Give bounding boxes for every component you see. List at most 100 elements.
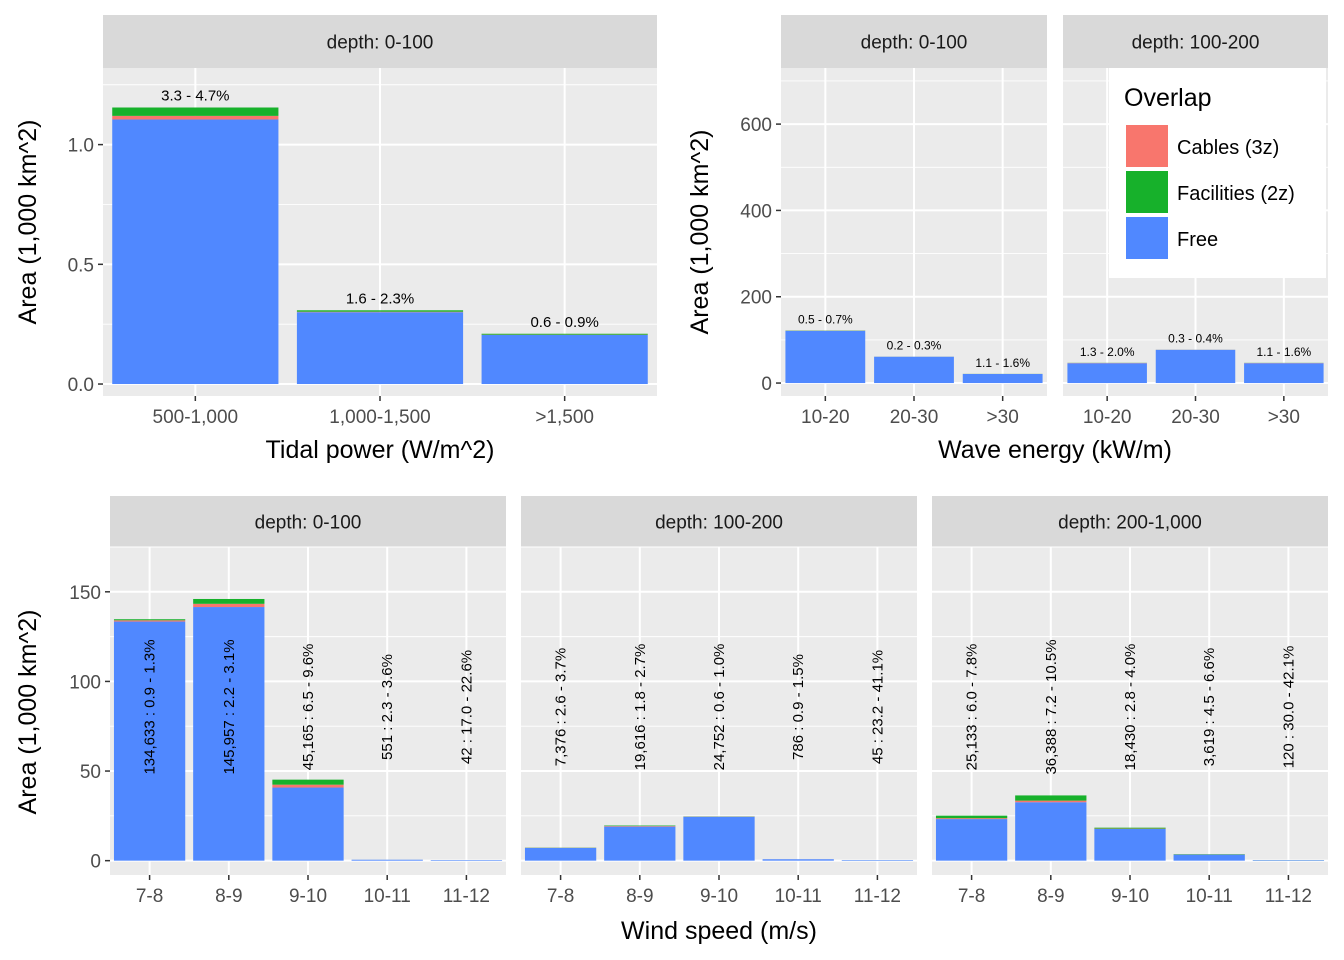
wave-ylabel: Area (1,000 km^2) — [686, 130, 714, 335]
x-tick-label: 9-10 — [1111, 886, 1149, 907]
x-tick-label: 10-11 — [775, 886, 822, 907]
x-tick-label: 20-30 — [1171, 407, 1220, 428]
y-tick-label: 1.0 — [68, 136, 94, 157]
x-tick-label: 11-12 — [854, 886, 901, 907]
tidal-xlabel: Tidal power (W/m^2) — [266, 436, 495, 464]
y-tick-label: 600 — [740, 115, 772, 136]
bar-free-9-10 — [683, 816, 755, 861]
y-tick-label: 0 — [90, 852, 101, 873]
bar-free-7-8 — [113, 621, 186, 861]
bar-facilities-7-8 — [935, 815, 1008, 819]
bar-label-20-30: 0.2 - 0.3% — [887, 339, 942, 353]
x-tick-label: 10-11 — [364, 886, 411, 907]
wind-ylabel: Area (1,000 km^2) — [14, 610, 42, 815]
strip-label: depth: 0-100 — [327, 33, 434, 54]
bar-label-11-12: 120 : 30.0 - 42.1% — [1280, 646, 1297, 769]
bar-facilities-8-9 — [193, 598, 265, 604]
strip-label: depth: 100-200 — [655, 513, 783, 534]
x-tick-label: 1,000-1,500 — [329, 407, 430, 428]
bar-free-7-8 — [524, 847, 597, 861]
strip-label: depth: 200-1,000 — [1058, 513, 1202, 534]
bar-free-20-30 — [874, 356, 954, 384]
strip-depth-200-1-000 — [932, 496, 1328, 547]
bar-cables-8-9 — [1015, 800, 1087, 803]
bar-cables-8-9 — [193, 603, 265, 608]
legend-swatch-cables — [1126, 125, 1168, 167]
bar-free-10-11 — [762, 859, 834, 861]
bar-free-500-1-000 — [112, 119, 279, 385]
wind-panel-depth-0-100: depth: 0-100 0 50 100 150 7-8 8-9 9-10 10-11 11-1… — [69, 496, 506, 907]
x-tick-label: 7-8 — [136, 886, 163, 907]
wind-xlabel: Wind speed (m/s) — [621, 917, 817, 945]
bar-cables-9-10 — [272, 784, 344, 788]
strip-depth-100-200 — [521, 496, 917, 547]
y-tick-label: 150 — [69, 583, 101, 604]
bar-free-10-11 — [351, 859, 423, 861]
tidal-ylabel: Area (1,000 km^2) — [14, 120, 42, 325]
y-tick-label: 0.5 — [68, 255, 94, 276]
bar-label-30: 1.1 - 1.6% — [1256, 345, 1311, 359]
wind-chart: Area (1,000 km^2) Wind speed (m/s) depth… — [14, 496, 1328, 945]
bar-label-8-9: 19,616 : 1.8 - 2.7% — [632, 644, 649, 771]
legend-title: Overlap — [1124, 84, 1212, 112]
bar-free-10-20 — [1067, 363, 1147, 384]
strip-label: depth: 100-200 — [1132, 33, 1260, 54]
x-tick-label: 10-11 — [1186, 886, 1233, 907]
x-tick-label: 11-12 — [443, 886, 490, 907]
bar-cables-500-1-000 — [112, 115, 279, 120]
bar-facilities-9-10 — [1094, 827, 1166, 829]
legend-swatch-facilities — [1126, 171, 1168, 213]
bar-label-10-11: 3,619 : 4.5 - 6.6% — [1201, 648, 1218, 766]
legend-label-cables: Cables (3z) — [1177, 137, 1279, 159]
bar-cables-7-8 — [113, 620, 186, 622]
bar-facilities-500-1-000 — [112, 107, 279, 116]
bar-label-10-11: 786 : 0.9 - 1.5% — [790, 654, 807, 760]
bar-label-11-12: 45 : 23.2 - 41.1% — [869, 650, 886, 764]
bar-label-1-000-1-500: 1.6 - 2.3% — [346, 290, 414, 307]
tidal-panel-depth-0-100: depth: 0-100 0.0 0.5 1.0 500-1,000 1,000-1,50… — [68, 15, 657, 428]
y-tick-label: 50 — [80, 762, 101, 783]
y-tick-label: 200 — [740, 288, 772, 309]
x-tick-label: >30 — [987, 407, 1019, 428]
bar-label-8-9: 145,957 : 2.2 - 3.1% — [221, 639, 238, 774]
bar-free-30 — [962, 373, 1043, 384]
bar-facilities-8-9 — [604, 825, 676, 827]
strip-label: depth: 0-100 — [255, 513, 362, 534]
bar-label-8-9: 36,388 : 7.2 - 10.5% — [1043, 639, 1060, 774]
x-tick-label: 20-30 — [890, 407, 939, 428]
bar-free-8-9 — [604, 826, 676, 861]
bar-label-500-1-000: 3.3 - 4.7% — [161, 88, 229, 105]
bar-facilities-1-000-1-500 — [296, 310, 464, 312]
x-tick-label: 8-9 — [1037, 886, 1064, 907]
bar-free-10-20 — [785, 330, 866, 384]
bar-label-7-8: 7,376 : 2.6 - 3.7% — [553, 648, 570, 766]
bar-free-30 — [1244, 363, 1324, 384]
strip-depth-0-100 — [110, 496, 506, 547]
strip-depth-100-200 — [1063, 15, 1328, 68]
x-tick-label: 9-10 — [289, 886, 327, 907]
wind-panel-depth-100-200: depth: 100-200 7-8 8-9 9-10 10-11 11-12 7,376 … — [521, 496, 917, 907]
bar-free-9-10 — [272, 787, 344, 861]
y-tick-label: 0.0 — [68, 375, 94, 396]
tidal-chart: Area (1,000 km^2) Tidal power (W/m^2) de… — [14, 15, 657, 464]
x-tick-label: 8-9 — [626, 886, 653, 907]
legend-label-free: Free — [1177, 229, 1218, 251]
y-tick-label: 400 — [740, 201, 772, 222]
legend-swatch-free — [1126, 217, 1168, 259]
bar-free-11-12 — [430, 860, 503, 861]
legend-label-facilities: Facilities (2z) — [1177, 183, 1295, 205]
x-tick-label: 500-1,000 — [153, 407, 239, 428]
wave-panel-depth-0-100: depth: 0-100 0 200 400 600 10-20 20-30 >30 0.5 -… — [740, 15, 1047, 428]
bar-free-1-000-1-500 — [296, 312, 464, 385]
x-tick-label: >1,500 — [535, 407, 594, 428]
legend: Overlap Cables (3z) Facilities (2z) Free — [1109, 68, 1326, 278]
bar-label-10-20: 1.3 - 2.0% — [1080, 345, 1135, 359]
bar-facilities-1-500 — [481, 333, 648, 335]
x-tick-label: 7-8 — [547, 886, 574, 907]
bar-label-10-11: 551 : 2.3 - 3.6% — [379, 654, 396, 760]
bar-label-10-20: 0.5 - 0.7% — [798, 312, 853, 326]
bar-label-1-500: 0.6 - 0.9% — [530, 314, 598, 331]
x-tick-label: 10-20 — [801, 407, 850, 428]
bar-cables-8-9 — [604, 826, 676, 827]
bar-free-20-30 — [1155, 349, 1236, 384]
